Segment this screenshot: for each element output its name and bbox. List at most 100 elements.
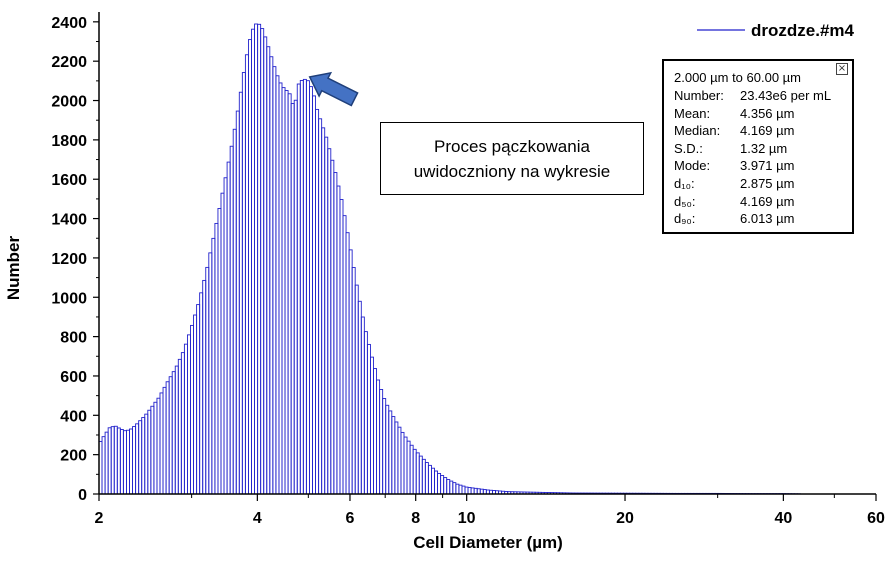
histogram-bar [360,316,365,495]
x-axis-title: Cell Diameter (µm) [413,533,563,552]
annotation-box: Proces pączkowania uwidoczniony na wykre… [380,122,644,195]
stats-label: Median: [674,123,721,139]
histogram-bar [199,292,204,495]
histogram-bar [351,267,356,495]
histogram-bar [312,95,316,495]
histogram-bar [254,23,259,495]
histogram-bar [196,304,201,495]
histogram-bar [373,368,377,495]
histogram-bar [339,199,344,495]
y-tick-label: 1000 [51,290,87,307]
histogram-bar [159,392,164,495]
histogram-bar [427,464,432,495]
histogram-bar [180,352,185,495]
histogram-bar [415,452,420,495]
stats-range: 2.000 µm to 60.00 µm [674,70,801,85]
close-icon[interactable]: × [836,63,848,75]
histogram-bar [452,482,457,495]
histogram-bar [135,423,140,495]
histogram-bar [473,487,478,495]
x-tick-label: 20 [616,510,634,527]
histogram-bar [324,136,329,495]
histogram-bar [455,483,460,495]
stats-value: 2.875 µm [740,175,795,191]
histogram-bar [476,488,481,495]
histogram-bar [412,448,417,495]
histogram-bar [388,410,393,495]
histogram-bar [241,72,246,495]
histogram-bar [305,80,310,495]
y-tick-label: 0 [78,487,87,504]
histogram-bar [363,331,368,495]
histogram-bar [168,376,173,495]
histogram-bar [260,28,265,495]
histogram-bar [211,237,216,495]
histogram-bar [403,436,408,495]
histogram-bar [376,379,381,495]
histogram-bar [110,426,115,495]
histogram-bar [321,127,326,495]
histogram-bar [116,427,121,495]
histogram-bar [232,128,237,495]
histogram-bar [214,222,219,495]
histogram-bar [153,401,158,495]
histogram-bar [379,389,384,495]
stats-value: 4.169 µm [740,193,795,209]
stats-rows: Number: 23.43e6 per mL Mean: 4.356 µm Median… [674,88,831,229]
histogram-bar [348,249,353,495]
x-tick-label: 6 [346,510,355,527]
histogram-bar [418,455,423,495]
stats-row: Number: 23.43e6 per mL [674,88,831,106]
stats-label: d₁₀: [674,175,695,191]
histogram-bar [223,177,228,495]
histogram-bar [177,358,182,495]
histogram-bar [165,381,170,495]
histogram-bar [421,458,426,495]
y-tick-label: 400 [60,408,87,425]
histogram-bar [266,46,271,495]
histogram-bar [437,473,442,495]
histogram-bar [208,252,213,495]
histogram-bar [275,75,280,495]
x-tick-label: 40 [774,510,792,527]
histogram-bar [156,397,161,495]
stats-label: Mean: [674,105,711,121]
arrow-shape [308,71,359,107]
histogram-bar [385,404,390,495]
histogram-bar [122,430,127,495]
histogram-bar [226,161,231,495]
stats-value: 4.356 µm [740,105,795,121]
stats-row: d₁₀: 2.875 µm [674,176,831,194]
stats-value: 23.43e6 per mL [740,88,832,103]
histogram-bar [424,462,429,495]
stats-label: d₉₀: [674,211,696,227]
histogram-bar [147,409,152,495]
stats-label: S.D.: [674,140,703,156]
histogram-bar [186,334,191,495]
histogram-bar [104,431,109,495]
stats-value: 4.169 µm [740,123,795,139]
y-tick-label: 2000 [51,94,87,111]
y-tick-label: 1600 [51,172,87,189]
stats-row: S.D.: 1.32 µm [674,141,831,159]
histogram-bar [309,86,313,495]
histogram-bar [244,54,249,495]
histogram-bar [217,208,222,495]
histogram-bar [144,413,149,495]
histogram-bar [141,417,146,495]
histogram-bar [290,103,295,495]
y-tick-label: 1800 [51,133,87,150]
histogram-bar [202,279,207,495]
histogram-bar [263,36,268,495]
y-axis-title: Number [4,236,23,301]
histogram-bar [125,429,130,495]
histogram-bar [357,300,362,495]
histogram-bar [299,80,304,495]
x-tick-label: 8 [411,510,420,527]
histogram-bar [409,444,414,495]
stats-label: d₅₀: [674,193,696,209]
histogram-bar [382,398,387,495]
histogram-bar [330,159,335,495]
histogram-bar [293,99,298,495]
histogram-bar [193,314,198,495]
